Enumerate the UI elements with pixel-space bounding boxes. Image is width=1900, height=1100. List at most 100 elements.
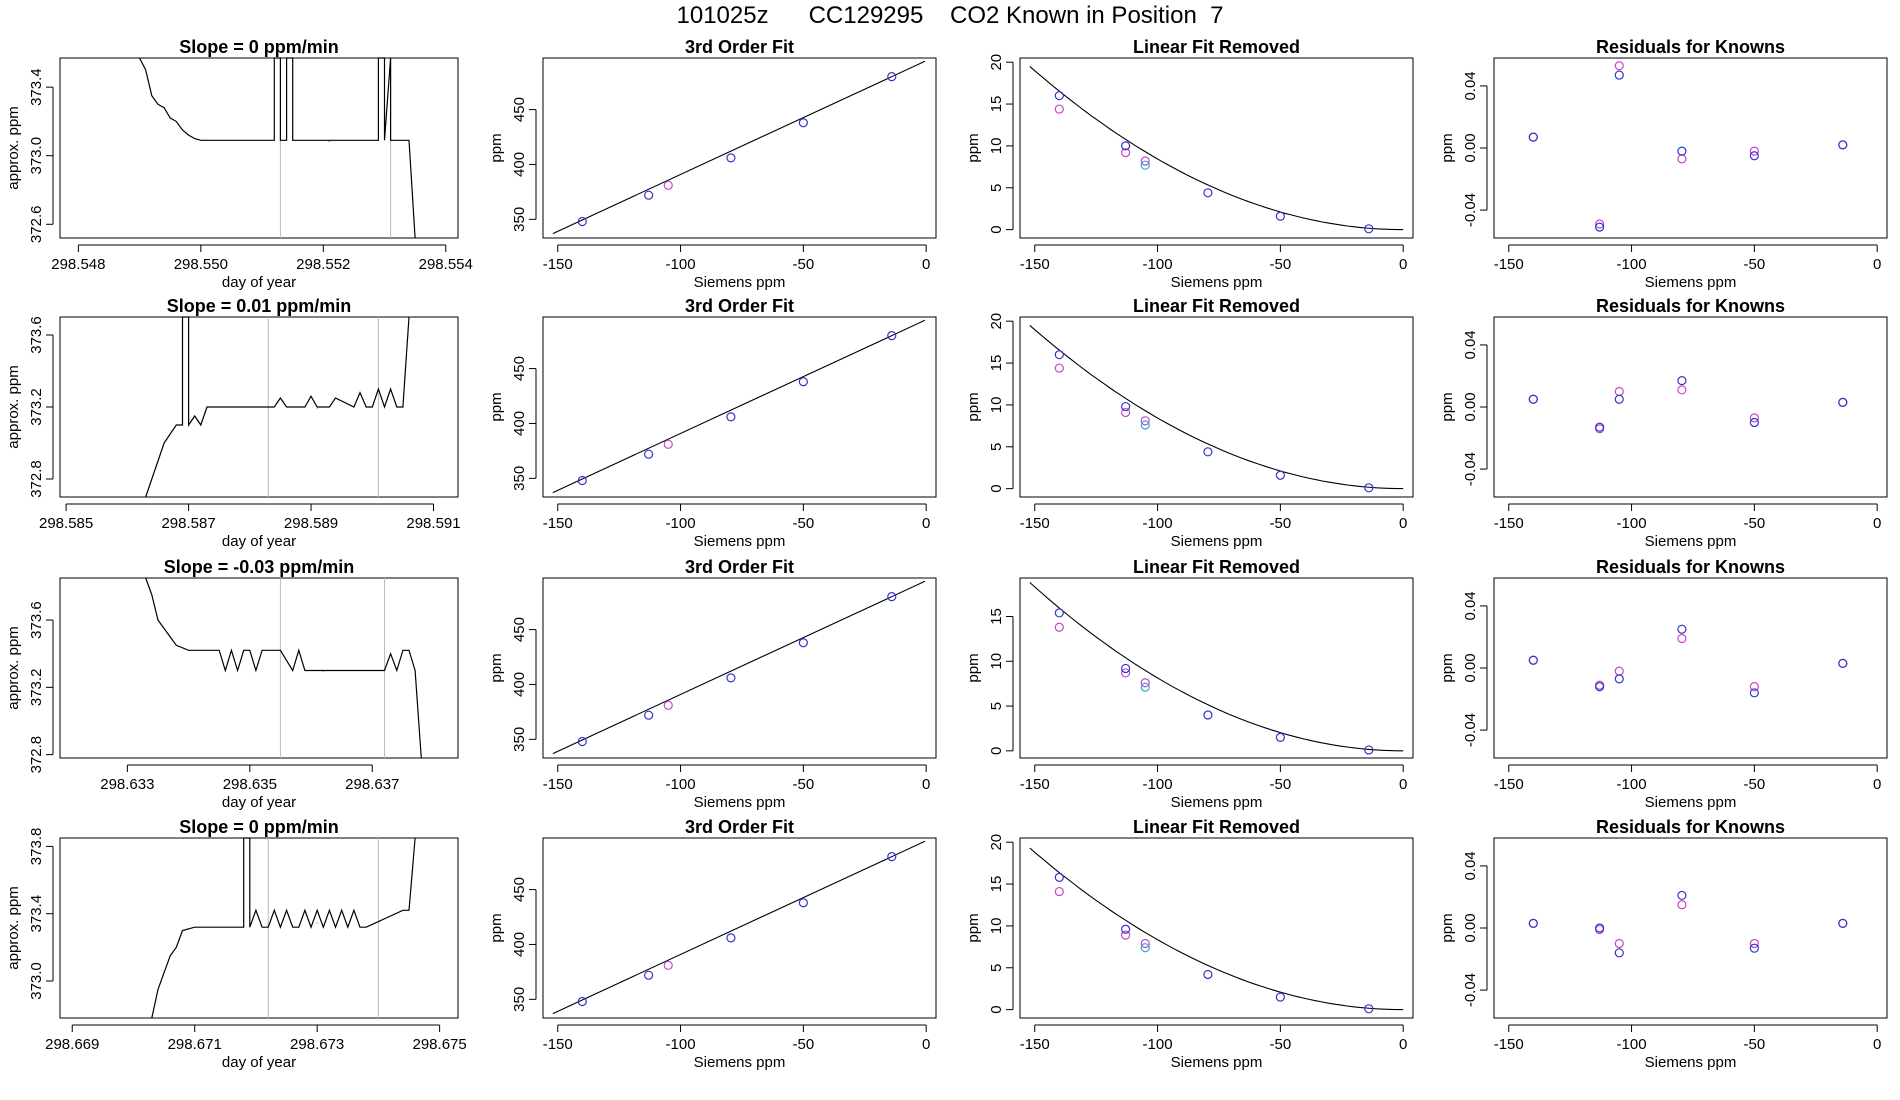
x-tick-label: -150 xyxy=(1020,1036,1050,1053)
x-tick-label: -100 xyxy=(1617,1036,1647,1053)
data-point-blue xyxy=(1528,394,1538,404)
series-line xyxy=(139,57,416,239)
x-tick-label: 0 xyxy=(922,256,930,273)
mean-marker: - xyxy=(315,917,319,929)
data-point-magenta xyxy=(1614,61,1624,71)
y-tick-label: 20 xyxy=(988,313,1005,330)
mean-marker: - xyxy=(321,666,325,678)
data-point-blue xyxy=(1749,151,1759,161)
x-axis-title: Siemens ppm xyxy=(1171,274,1263,291)
plot-frame xyxy=(59,577,459,759)
x-tick-label: 0 xyxy=(1873,776,1881,793)
plot-frame xyxy=(59,57,459,239)
y-tick-label: 373.6 xyxy=(28,316,45,354)
data-point-blue xyxy=(1364,483,1374,493)
y-axis-title: ppm xyxy=(965,392,982,421)
y-tick-label: 20 xyxy=(988,54,1005,71)
fit-curve xyxy=(1029,582,1404,752)
y-tick-label: 373.6 xyxy=(28,601,45,639)
data-point-blue xyxy=(577,996,587,1007)
x-axis-title: Siemens ppm xyxy=(694,533,786,550)
plot-title: Linear Fit Removed xyxy=(1133,817,1300,837)
plot-title: Linear Fit Removed xyxy=(1133,37,1300,57)
x-tick-label: 0 xyxy=(922,776,930,793)
x-tick-label: -100 xyxy=(1143,256,1173,273)
data-point-magenta xyxy=(663,960,673,970)
y-tick-label: 0.04 xyxy=(1462,330,1479,359)
y-axis-title: ppm xyxy=(488,392,505,421)
y-tick-label: 0.00 xyxy=(1462,913,1479,942)
data-point-magenta xyxy=(1054,363,1064,373)
data-point-blue xyxy=(1749,943,1759,953)
data-point-magenta xyxy=(663,180,673,190)
x-axis-title: Siemens ppm xyxy=(1645,274,1737,291)
x-tick-label: 298.635 xyxy=(223,776,277,793)
y-tick-label: 20 xyxy=(988,834,1005,851)
y-axis-title: ppm xyxy=(488,133,505,162)
data-point-magenta xyxy=(1749,413,1759,423)
x-tick-label: 298.585 xyxy=(39,515,93,532)
x-tick-label: 0 xyxy=(1399,776,1407,793)
x-tick-label: -50 xyxy=(793,1036,815,1053)
x-tick-label: 0 xyxy=(1873,515,1881,532)
data-point-magenta xyxy=(1121,407,1131,418)
y-tick-label: 350 xyxy=(511,727,528,752)
y-tick-label: -0.04 xyxy=(1462,713,1479,747)
plot-title: Linear Fit Removed xyxy=(1133,296,1300,316)
data-point-blue xyxy=(577,475,587,486)
data-point-blue xyxy=(1121,924,1131,934)
x-axis-title: Siemens ppm xyxy=(1645,533,1737,550)
y-tick-label: 400 xyxy=(511,411,528,436)
data-point-blue xyxy=(1203,188,1213,198)
plot-frame xyxy=(1019,57,1414,239)
x-tick-label: 298.552 xyxy=(296,256,350,273)
fit-line xyxy=(552,60,926,235)
y-tick-label: 373.0 xyxy=(28,137,45,175)
x-axis-title: Siemens ppm xyxy=(694,794,786,811)
x-axis-title: Siemens ppm xyxy=(694,1054,786,1071)
fit-line xyxy=(552,319,926,494)
y-tick-label: 5 xyxy=(988,184,1005,192)
data-point-blue xyxy=(798,118,808,128)
data-point-cyan xyxy=(1140,420,1150,430)
x-tick-label: -50 xyxy=(1744,515,1766,532)
data-point-blue xyxy=(1677,624,1687,634)
plot-frame xyxy=(542,577,937,759)
x-tick-label: -50 xyxy=(1270,256,1292,273)
y-tick-label: 350 xyxy=(511,466,528,491)
data-point-blue xyxy=(726,412,736,422)
x-tick-label: 0 xyxy=(1873,1036,1881,1053)
data-point-blue xyxy=(887,592,897,602)
x-tick-label: -100 xyxy=(1143,1036,1173,1053)
x-tick-label: 0 xyxy=(922,1036,930,1053)
mean-marker: - xyxy=(315,402,319,414)
data-point-magenta xyxy=(1677,900,1687,910)
page-title: 101025z CC129295 CO2 Known in Position 7 xyxy=(676,2,1224,29)
y-tick-label: 0.04 xyxy=(1462,851,1479,880)
plot-frame xyxy=(542,57,937,239)
x-axis-title: day of year xyxy=(222,794,296,811)
x-axis-title: Siemens ppm xyxy=(1645,794,1737,811)
y-axis-title: ppm xyxy=(488,913,505,942)
data-point-magenta xyxy=(1677,154,1687,164)
x-tick-label: -50 xyxy=(1270,1036,1292,1053)
fit-curve xyxy=(1029,324,1404,490)
y-tick-label: 372.8 xyxy=(28,460,45,498)
x-tick-label: -150 xyxy=(1494,1036,1524,1053)
data-point-blue xyxy=(1275,211,1285,221)
data-point-blue xyxy=(1364,745,1374,755)
data-point-blue xyxy=(798,898,808,908)
data-point-blue xyxy=(1275,470,1285,480)
plot-title: Residuals for Knowns xyxy=(1596,817,1785,837)
plot-frame xyxy=(542,837,937,1019)
data-point-blue xyxy=(887,72,897,82)
y-axis-title: approx. ppm xyxy=(5,626,22,709)
y-tick-label: 450 xyxy=(511,356,528,381)
data-point-magenta xyxy=(663,700,673,710)
data-point-blue xyxy=(1121,401,1131,412)
data-point-magenta xyxy=(1749,682,1759,692)
x-axis-title: Siemens ppm xyxy=(1171,1054,1263,1071)
y-tick-label: 373.8 xyxy=(28,828,45,866)
y-axis-title: approx. ppm xyxy=(5,886,22,969)
y-axis-title: ppm xyxy=(965,133,982,162)
